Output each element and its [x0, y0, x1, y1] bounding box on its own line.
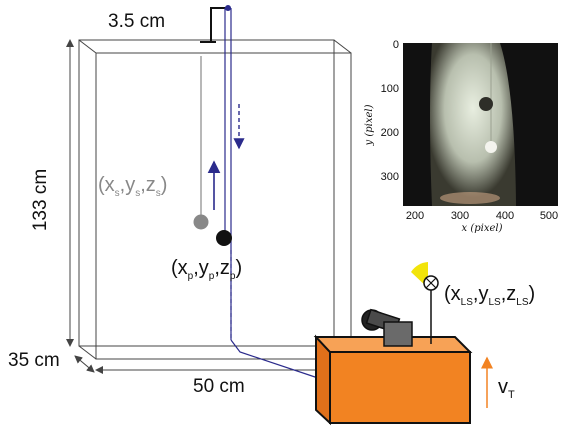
- inset-x-tick-500: 500: [540, 210, 558, 222]
- traverse-cart: [313, 334, 473, 426]
- velocity-label: vT: [498, 376, 515, 401]
- rod-bracket: [200, 7, 228, 43]
- inset-y-tick-200: 200: [381, 127, 399, 139]
- camera-inset: 0 100 200 300 200 300 400 500 y (pixel) …: [364, 39, 558, 234]
- tank-front-face: [95, 52, 352, 360]
- inset-x-ticks: 200 300 400 500: [406, 210, 558, 222]
- inset-particle-blob: [485, 141, 497, 153]
- light-source-coordinates-label: (xLS,yLS,zLS): [444, 283, 535, 308]
- inset-y-ticks: 0 100 200 300: [381, 39, 399, 183]
- depth-dimension-arrow: [74, 355, 95, 373]
- camera-icon: [361, 308, 413, 347]
- depth-label: 35 cm: [8, 350, 60, 371]
- particle-sphere: [216, 230, 232, 246]
- cart-link: [230, 339, 325, 381]
- dimension-arrows: [66, 39, 352, 374]
- tank: [78, 39, 352, 360]
- height-label: 133 cm: [30, 169, 51, 231]
- tank-back-face: [78, 39, 335, 347]
- inset-shadow-blob: [479, 97, 493, 111]
- rod-pivot: [225, 5, 231, 11]
- shadow-coordinates-label: (xs,ys,zs): [98, 174, 167, 199]
- inset-y-tick-100: 100: [381, 83, 399, 95]
- inset-x-tick-400: 400: [496, 210, 514, 222]
- inset-y-tick-300: 300: [381, 171, 399, 183]
- inset-x-axis-label: x (pixel): [462, 223, 503, 234]
- cart-front: [329, 351, 471, 424]
- width-label: 50 cm: [193, 376, 245, 397]
- inset-x-tick-200: 200: [406, 210, 424, 222]
- illuminated-region: [430, 43, 516, 206]
- rod-offset-label: 3.5 cm: [108, 11, 165, 32]
- shadow-sphere: [193, 214, 209, 230]
- inset-y-axis-label: y (pixel): [364, 104, 375, 146]
- inset-y-tick-0: 0: [393, 39, 399, 51]
- inset-x-tick-300: 300: [451, 210, 469, 222]
- particle-coordinates-label: (xp,yp,zp): [171, 257, 242, 282]
